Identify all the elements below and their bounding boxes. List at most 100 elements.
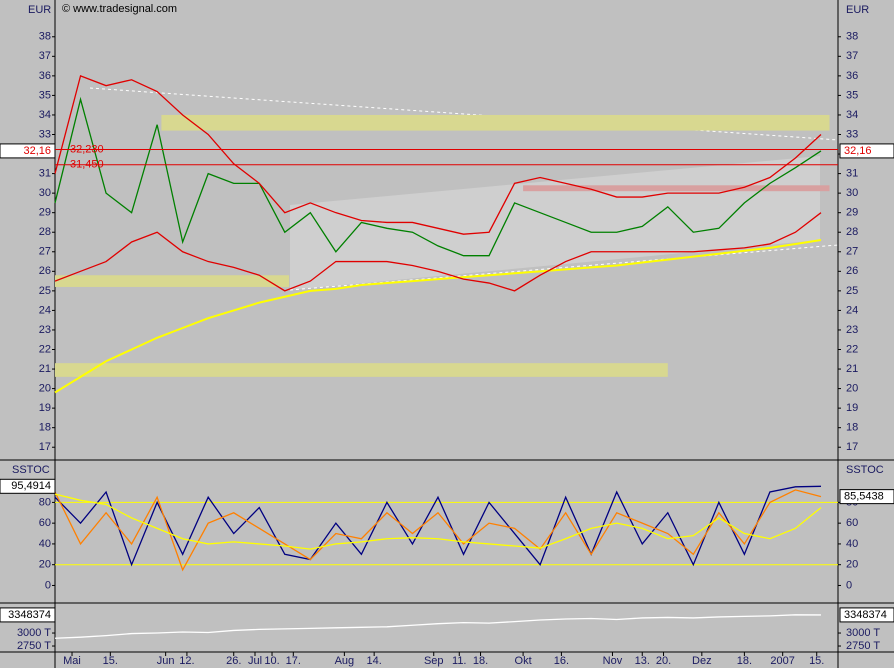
x-tick-label: 11. — [452, 655, 466, 667]
x-tick-label: Okt — [515, 655, 532, 667]
value-label: 32,16 — [23, 145, 51, 157]
x-tick-label: 20. — [656, 655, 671, 667]
label-box — [0, 143, 56, 159]
value-label: 95,4914 — [11, 480, 51, 492]
zone — [55, 363, 668, 377]
x-tick-label: Nov — [603, 655, 623, 667]
x-tick-label: Jun — [157, 655, 175, 667]
y-tick-label: 0 — [45, 579, 51, 591]
series-line — [54, 489, 822, 572]
y-tick-label: 2750 T — [17, 640, 51, 652]
y-tick-label: 30 — [39, 187, 51, 199]
x-tick-label: 13. — [635, 655, 650, 667]
y-tick-label: 20 — [846, 382, 858, 394]
label-box — [839, 607, 894, 623]
y-tick-label: 25 — [39, 285, 51, 297]
y-tick-label: 26 — [846, 265, 858, 277]
y-tick-label: 27 — [39, 246, 51, 258]
y-tick-label: 60 — [39, 517, 51, 529]
y-tick-label: 40 — [39, 538, 51, 550]
y-tick-label: 24 — [846, 304, 858, 316]
y-tick-label: 30 — [846, 187, 858, 199]
zone — [55, 275, 290, 287]
y-tick-label: 22 — [39, 343, 51, 355]
series-line — [54, 493, 822, 550]
y-tick-label: 24 — [39, 304, 51, 316]
label-box — [0, 607, 56, 623]
y-tick-label: 20 — [39, 382, 51, 394]
zone — [523, 185, 830, 192]
y-tick-label: 17 — [39, 441, 51, 453]
x-tick-label: 15. — [103, 655, 118, 667]
y-tick-label: 27 — [846, 246, 858, 258]
y-tick-label: 26 — [39, 265, 51, 277]
x-tick-label: 10. — [264, 655, 279, 667]
x-tick-label: 17. — [286, 655, 301, 667]
y-tick-label: 23 — [39, 324, 51, 336]
series-line — [54, 212, 822, 292]
value-label: 3348374 — [8, 609, 51, 621]
y-tick-label: 20 — [39, 559, 51, 571]
x-tick-label: 16. — [554, 655, 569, 667]
x-tick-label: Jul — [248, 655, 262, 667]
series-line — [54, 96, 822, 257]
label-box — [839, 489, 894, 505]
y-tick-label: 38 — [39, 31, 51, 43]
y-tick-label: 33 — [846, 128, 858, 140]
y-tick-label: 21 — [846, 363, 858, 375]
label-box — [839, 143, 894, 159]
source: © www.tradesignal.com — [62, 3, 177, 15]
y-tick-label: 34 — [39, 109, 51, 121]
y-label: SSTOC — [12, 464, 50, 476]
series-line — [54, 485, 821, 567]
x-tick-label: Mai — [63, 655, 81, 667]
x-tick-label: Aug — [335, 655, 355, 667]
y-tick-label: 60 — [846, 517, 858, 529]
series-line — [54, 74, 822, 235]
y-tick-label: 35 — [39, 89, 51, 101]
y-tick-label: 0 — [846, 579, 852, 591]
y-tick-label: 17 — [846, 441, 858, 453]
y-tick-label: 18 — [39, 422, 51, 434]
y-tick-label: 34 — [846, 109, 858, 121]
zone — [161, 114, 830, 131]
value-label: 3348374 — [844, 609, 887, 621]
y-label: EUR — [28, 4, 51, 16]
value-label: 32,16 — [844, 145, 872, 157]
x-tick-label: 18. — [737, 655, 752, 667]
x-tick-label: Sep — [424, 655, 444, 667]
y-tick-label: 37 — [39, 50, 51, 62]
y-tick-label: 80 — [39, 496, 51, 508]
x-tick-label: 26. — [226, 655, 241, 667]
label-box — [0, 478, 56, 494]
y-tick-label: 36 — [39, 70, 51, 82]
x-tick-label: 18. — [473, 655, 488, 667]
y-tick-label: 2750 T — [846, 640, 880, 652]
x-tick-label: 14. — [367, 655, 382, 667]
y-tick-label: 31 — [846, 167, 858, 179]
y-tick-label: 38 — [846, 31, 858, 43]
y-tick-label: 23 — [846, 324, 858, 336]
y-tick-label: 3000 T — [846, 627, 880, 639]
x-tick-label: Dez — [692, 655, 712, 667]
series-line — [54, 239, 822, 394]
y-tick-label: 21 — [39, 363, 51, 375]
y-tick-label: 19 — [39, 402, 51, 414]
y-label: SSTOC — [846, 464, 884, 476]
y-tick-label: 36 — [846, 70, 858, 82]
y-tick-label: 20 — [846, 559, 858, 571]
x-tick-label: 2007 — [770, 655, 794, 667]
y-tick-label: 33 — [39, 128, 51, 140]
y-tick-label: 31 — [39, 167, 51, 179]
y-tick-label: 19 — [846, 402, 858, 414]
y-tick-label: 29 — [39, 207, 51, 219]
x-tick-label: 15. — [809, 655, 824, 667]
y-tick-label: 18 — [846, 422, 858, 434]
y-tick-label: 29 — [846, 207, 858, 219]
y-tick-label: 35 — [846, 89, 858, 101]
y-label: EUR — [846, 4, 869, 16]
trend-line — [89, 87, 839, 141]
y-tick-label: 40 — [846, 538, 858, 550]
y-tick-label: 28 — [39, 226, 51, 238]
